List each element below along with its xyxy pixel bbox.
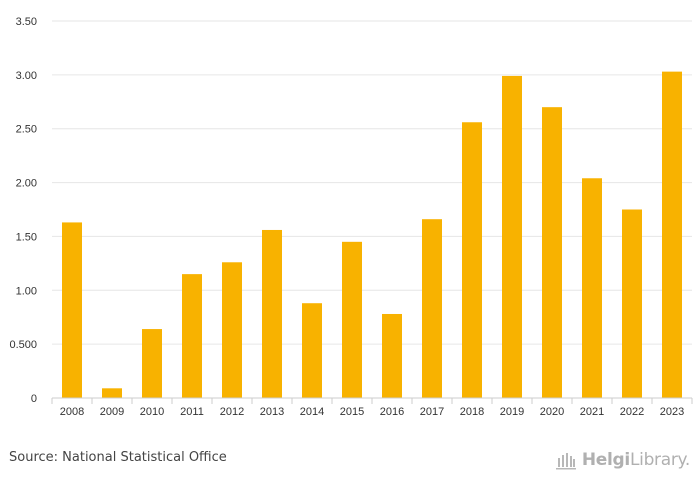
bar-2014[interactable] [302,303,322,398]
bar-2018[interactable] [462,122,482,398]
x-tick-label: 2021 [580,406,604,418]
x-tick-label: 2020 [540,406,564,418]
x-tick-label: 2008 [60,406,84,418]
x-tick-label: 2015 [340,406,364,418]
x-tick-label: 2022 [620,406,644,418]
helgi-library-logo[interactable]: HelgiLibrary. [554,449,690,471]
library-building-icon [555,453,576,470]
y-tick-label: 3.50 [16,16,37,28]
x-tick-label: 2017 [420,406,444,418]
y-tick-label: 1.50 [16,231,37,243]
x-tick-labels: 2008 2009 2010 2011 2012 2013 2014 2015 2016 2017… [60,406,684,418]
x-tick-label: 2009 [100,406,124,418]
bar-2016[interactable] [382,313,402,398]
logo-text: HelgiLibrary. [582,450,690,470]
bar-2019[interactable] [502,75,522,398]
bar-2012[interactable] [222,262,242,398]
y-tick-labels: 0 0.500 1.00 1.50 2.00 2.50 3.00 3.50 [9,16,37,405]
x-tick-label: 2018 [460,406,484,418]
source-note: Source: National Statistical Office [9,450,227,465]
y-tick-label: 2.50 [16,124,37,136]
x-tick-label: 2014 [300,406,324,418]
bar-2015[interactable] [342,241,362,398]
bar-2020[interactable] [542,107,562,399]
logo-text-regular: Library. [629,450,690,470]
bar-2021[interactable] [582,178,602,398]
x-tick-label: 2019 [500,406,524,418]
gridlines [52,20,692,345]
x-axis [51,397,693,404]
bar-2008[interactable] [62,222,82,398]
bar-2010[interactable] [142,329,162,398]
y-tick-label: 0.500 [9,339,37,351]
y-tick-label: 2.00 [16,178,37,190]
x-tick-label: 2023 [660,406,684,418]
x-tick-label: 2011 [180,406,204,418]
x-tick-label: 2010 [140,406,164,418]
bar-2011[interactable] [182,274,202,398]
bars [62,71,682,399]
bar-2022[interactable] [622,209,642,399]
bar-2013[interactable] [262,229,282,398]
bar-2023[interactable] [662,71,682,398]
x-tick-label: 2013 [260,406,284,418]
logo-text-bold: Helgi [581,450,630,470]
y-tick-label: 1.00 [16,285,37,297]
y-tick-label: 0 [31,393,37,405]
x-tick-label: 2012 [220,406,244,418]
y-tick-label: 3.00 [16,70,37,82]
bar-2009[interactable] [102,388,122,398]
x-tick-label: 2016 [380,406,404,418]
bar-2017[interactable] [422,219,442,398]
